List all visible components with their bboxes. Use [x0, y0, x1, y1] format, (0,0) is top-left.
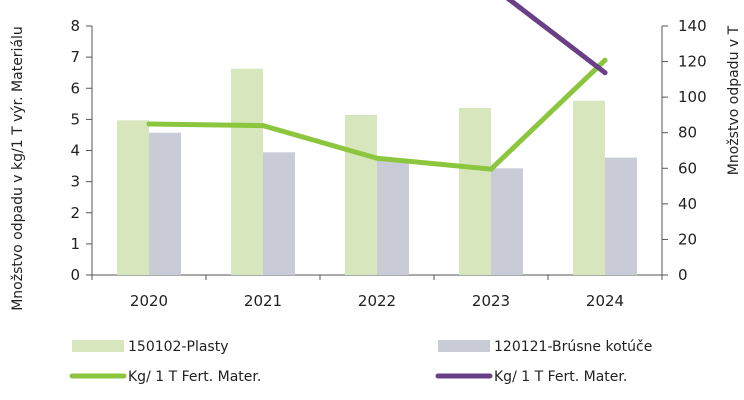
bar-150102-plasty-2022	[345, 114, 377, 275]
y-right-tick-label: 120	[678, 53, 707, 71]
bar-120121-br-sne-kot-e-2022	[377, 159, 409, 275]
line-series-1-point-2022	[374, 155, 380, 161]
x-tick-label: 2021	[244, 292, 282, 310]
y-right-tick-label: 20	[678, 230, 697, 248]
x-tick-label: 2020	[130, 292, 168, 310]
bar-120121-br-sne-kot-e-2024	[605, 157, 637, 275]
bars-layer	[117, 68, 637, 275]
y-right-tick-label: 140	[678, 17, 707, 35]
y-left-tick-label: 8	[70, 17, 80, 35]
y-left-tick-label: 1	[70, 235, 80, 253]
y-right-tick-label: 80	[678, 124, 697, 142]
lines-layer	[146, 0, 608, 172]
line-series-1-point-2024	[602, 57, 608, 63]
y-right-tick-label: 60	[678, 159, 697, 177]
legend-label-4: Kg/ 1 T Fert. Mater.	[494, 369, 627, 385]
y-right-tick-label: 40	[678, 195, 697, 213]
line-series-1-point-2023	[488, 166, 494, 172]
legend-label-1: 150102-Plasty	[128, 339, 228, 355]
y-axis-left-title: Množstvo odpadu v kg/1 T výr. Materiálu	[10, 26, 26, 311]
legend-label-2: 120121-Brúsne kotúče	[494, 339, 652, 355]
line-series-1-point-2020	[146, 121, 152, 127]
line-series-2	[505, 0, 608, 76]
bar-120121-br-sne-kot-e-2023	[491, 168, 523, 275]
bar-150102-plasty-2020	[117, 120, 149, 275]
legend-swatch-1	[72, 340, 124, 352]
y-left-tick-label: 5	[70, 110, 80, 128]
y-left-tick-label: 3	[70, 173, 80, 191]
x-tick-label: 2022	[358, 292, 396, 310]
bar-120121-br-sne-kot-e-2020	[149, 132, 181, 275]
x-tick-label: 2023	[472, 292, 510, 310]
y-right-tick-label: 0	[678, 266, 688, 284]
y-left-tick-label: 2	[70, 204, 80, 222]
y-left-tick-label: 7	[70, 48, 80, 66]
y-left-tick-label: 0	[70, 266, 80, 284]
y-left-tick-label: 4	[70, 142, 80, 160]
legend-swatch-2	[438, 340, 490, 352]
bar-120121-br-sne-kot-e-2021	[263, 152, 295, 275]
legend: 150102-Plasty 120121-Brúsne kotúče Kg/ 1 T…	[69, 339, 652, 385]
y-right-tick-label: 100	[678, 88, 707, 106]
line-series-2-point-2024	[602, 70, 608, 76]
legend-label-3: Kg/ 1 T Fert. Mater.	[128, 369, 261, 385]
bar-150102-plasty-2024	[573, 100, 605, 275]
bar-150102-plasty-2021	[231, 68, 263, 275]
bar-150102-plasty-2023	[459, 107, 491, 275]
line-series-1-point-2021	[260, 123, 266, 129]
x-tick-label: 2024	[586, 292, 624, 310]
y-left-tick-label: 6	[70, 79, 80, 97]
y-axis-right-title: Množstvo odpadu v T	[726, 25, 742, 175]
